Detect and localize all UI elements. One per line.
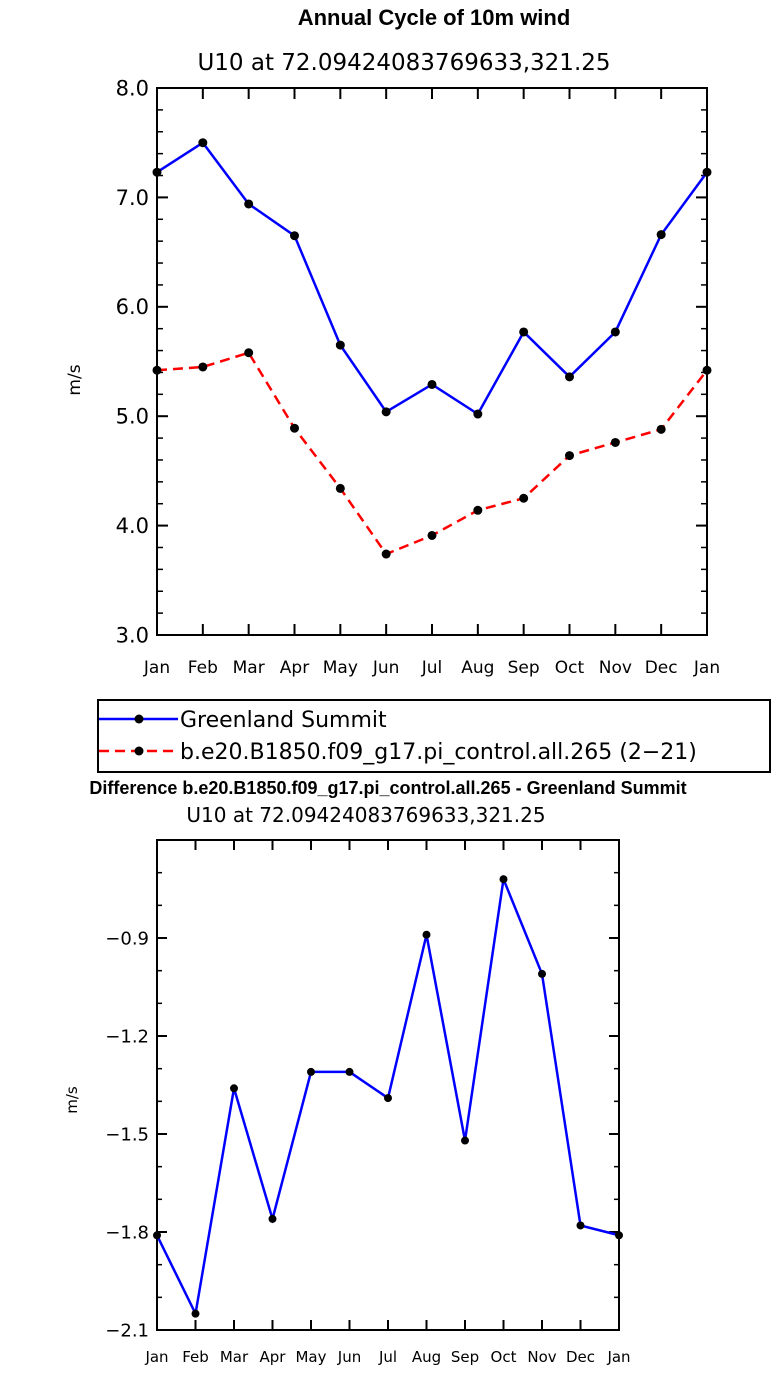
chart2-series-0-point bbox=[499, 875, 508, 884]
chart2-ytick-label: −2.1 bbox=[105, 1320, 149, 1341]
chart1-ytick-label: 4.0 bbox=[116, 514, 149, 538]
chart1-xtick-label: Jul bbox=[421, 658, 443, 678]
chart2-series-0-point bbox=[345, 1067, 354, 1076]
chart1-series-1-point bbox=[610, 437, 620, 447]
chart2-series-0-point bbox=[191, 1309, 200, 1318]
chart1-series-0-point bbox=[610, 327, 620, 337]
chart1-series-0-point bbox=[473, 409, 483, 419]
chart1-xtick-label: Oct bbox=[555, 658, 585, 678]
chart1-legend: Greenland Summit b.e20.B1850.f09_g17.pi_… bbox=[97, 699, 771, 773]
chart1-frame bbox=[156, 87, 708, 636]
chart1-series-0-line bbox=[156, 141, 709, 416]
chart2-xtick-label: May bbox=[295, 1348, 326, 1366]
chart2-xtick-label: Aug bbox=[412, 1348, 441, 1366]
chart2-xtick-label: Jun bbox=[337, 1348, 361, 1366]
chart2-ytick-label: −1.2 bbox=[105, 1026, 149, 1047]
legend-marker-greenland bbox=[134, 714, 144, 724]
chart1-xtick-label: May bbox=[323, 658, 358, 678]
chart1-plot: Jan Feb Mar Apr May Jun Jul Aug Sep Oct Nov Dec Jan 3… bbox=[116, 76, 721, 678]
chart1-series-1-point bbox=[381, 549, 391, 559]
chart1-series-1-point bbox=[198, 362, 208, 372]
chart2-series-0-point bbox=[268, 1214, 277, 1223]
chart2-xtick-label: Feb bbox=[182, 1348, 209, 1366]
chart2-subtitle: U10 at 72.09424083769633,321.25 bbox=[186, 803, 545, 827]
chart2-ylabel: m/s bbox=[63, 1086, 81, 1114]
chart1-xtick-label: Jan bbox=[693, 658, 720, 678]
chart1-series-1-point bbox=[335, 483, 345, 493]
chart1-ylabel: m/s bbox=[65, 364, 85, 395]
chart1-series-0-point bbox=[335, 340, 345, 350]
chart2-ytick-label: −0.9 bbox=[105, 928, 149, 949]
chart2-ytick-label: −1.8 bbox=[105, 1222, 149, 1243]
chart1-series-1-point bbox=[152, 365, 162, 375]
chart2-series-0-point bbox=[422, 930, 431, 939]
chart1-xtick-label: Sep bbox=[508, 658, 540, 678]
chart1-ytick-label: 5.0 bbox=[116, 405, 149, 429]
chart1-series-0-point bbox=[198, 138, 208, 148]
chart2-series-0-point bbox=[230, 1084, 238, 1093]
chart1-xtick-label: Jun bbox=[372, 658, 400, 678]
chart1-series-0-point bbox=[427, 379, 437, 389]
chart1-xtick-label: Jan bbox=[143, 658, 170, 678]
chart1-series-0-point bbox=[152, 167, 162, 177]
chart1-xtick-label: Apr bbox=[280, 658, 309, 678]
chart2-xtick-label: Jan bbox=[606, 1348, 630, 1366]
chart1-ytick-label: 3.0 bbox=[116, 623, 149, 647]
legend-box bbox=[97, 699, 771, 773]
chart1-series-1-point bbox=[290, 423, 299, 433]
chart1-series-1-point bbox=[244, 348, 254, 358]
chart2-series-0-point bbox=[538, 969, 546, 978]
legend-label-greenland: Greenland Summit bbox=[180, 708, 387, 733]
chart2-xtick-label: Jul bbox=[378, 1348, 397, 1366]
chart1-xtick-label: Aug bbox=[461, 658, 494, 678]
chart1-series-1-point bbox=[473, 505, 483, 515]
chart1-xtick-label: Nov bbox=[599, 658, 632, 678]
chart1-series-1-point bbox=[427, 530, 437, 540]
chart1-series-0-point bbox=[702, 167, 712, 177]
chart2-title: Difference b.e20.B1850.f09_g17.pi_contro… bbox=[89, 778, 686, 798]
chart1-series-0-point bbox=[381, 407, 391, 417]
chart1-series-0-point bbox=[519, 327, 529, 337]
chart1-series-0-point bbox=[565, 372, 574, 382]
chart2-series-0-point bbox=[461, 1136, 469, 1145]
chart2-xtick-label: Nov bbox=[527, 1348, 556, 1366]
chart2-xtick-label: Sep bbox=[451, 1348, 479, 1366]
chart2-series-0-point bbox=[153, 1231, 161, 1240]
chart2-frame bbox=[156, 839, 620, 1331]
chart1-xtick-label: Mar bbox=[233, 658, 265, 678]
chart1-xtick-label: Dec bbox=[645, 658, 678, 678]
chart1-ytick-label: 7.0 bbox=[116, 186, 149, 210]
chart1-series-0-point bbox=[244, 199, 254, 209]
chart1-series-1-point bbox=[519, 493, 529, 503]
chart1-series-0-point bbox=[290, 231, 299, 241]
chart1-ytick-label: 8.0 bbox=[116, 76, 149, 100]
chart1-title: Annual Cycle of 10m wind bbox=[298, 5, 571, 30]
chart1-series-1-point bbox=[656, 424, 666, 434]
chart2-xtick-label: Oct bbox=[491, 1348, 517, 1366]
chart2-series-0-point bbox=[576, 1221, 585, 1230]
chart2-xtick-label: Dec bbox=[566, 1348, 595, 1366]
chart2-xtick-label: Jan bbox=[144, 1348, 168, 1366]
chart2-xtick-label: Mar bbox=[220, 1348, 249, 1366]
chart2-series-0-point bbox=[615, 1231, 623, 1240]
chart2-ytick-label: −1.5 bbox=[105, 1124, 149, 1145]
chart1-xtick-label: Feb bbox=[188, 658, 218, 678]
chart1-series-1-point bbox=[565, 451, 574, 461]
chart2-series-0-point bbox=[384, 1094, 392, 1103]
chart2-xtick-label: Apr bbox=[260, 1348, 287, 1366]
chart2-plot: Jan Feb Mar Apr May Jun Jul Aug Sep Oct Nov Dec Jan −… bbox=[105, 839, 631, 1366]
chart2-series-0-point bbox=[307, 1067, 315, 1076]
chart1-subtitle: U10 at 72.09424083769633,321.25 bbox=[197, 50, 610, 76]
chart1-series-1-point bbox=[702, 365, 712, 375]
legend-marker-model bbox=[134, 746, 144, 756]
legend-label-model: b.e20.B1850.f09_g17.pi_control.all.265 (… bbox=[180, 740, 697, 765]
chart1-ytick-label: 6.0 bbox=[116, 295, 149, 319]
chart1-series-0-point bbox=[656, 230, 666, 240]
